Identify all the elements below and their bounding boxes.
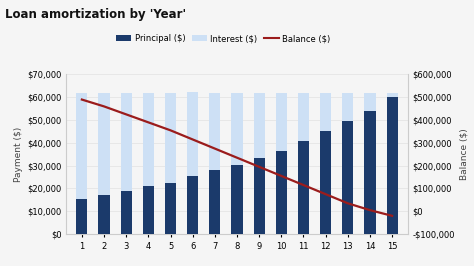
Bar (276, 93, 287, 234)
Bar (342, 93, 353, 234)
Bar (121, 191, 132, 234)
Y-axis label: Payment ($): Payment ($) (14, 127, 23, 182)
Bar (210, 93, 220, 234)
Y-axis label: Balance ($): Balance ($) (459, 128, 468, 180)
Bar (99, 93, 109, 234)
Bar (298, 93, 309, 234)
Bar (143, 186, 154, 234)
Bar (187, 92, 198, 234)
Bar (387, 97, 398, 234)
Bar (320, 93, 331, 234)
Bar (187, 176, 198, 234)
Bar (99, 195, 109, 234)
Bar (298, 141, 309, 234)
Legend: Principal ($), Interest ($), Balance ($): Principal ($), Interest ($), Balance ($) (113, 31, 334, 47)
Bar (76, 199, 87, 234)
Bar (254, 158, 264, 234)
Bar (254, 93, 264, 234)
Bar (365, 111, 375, 234)
Bar (365, 93, 375, 234)
Bar (76, 93, 87, 234)
Bar (342, 121, 353, 234)
Bar (165, 93, 176, 234)
Bar (231, 93, 243, 234)
Text: Loan amortization by 'Year': Loan amortization by 'Year' (5, 8, 186, 21)
Bar (320, 131, 331, 234)
Bar (231, 165, 243, 234)
Bar (121, 93, 132, 234)
Bar (387, 93, 398, 234)
Bar (210, 170, 220, 234)
Bar (276, 151, 287, 234)
Bar (143, 93, 154, 234)
Bar (165, 183, 176, 234)
